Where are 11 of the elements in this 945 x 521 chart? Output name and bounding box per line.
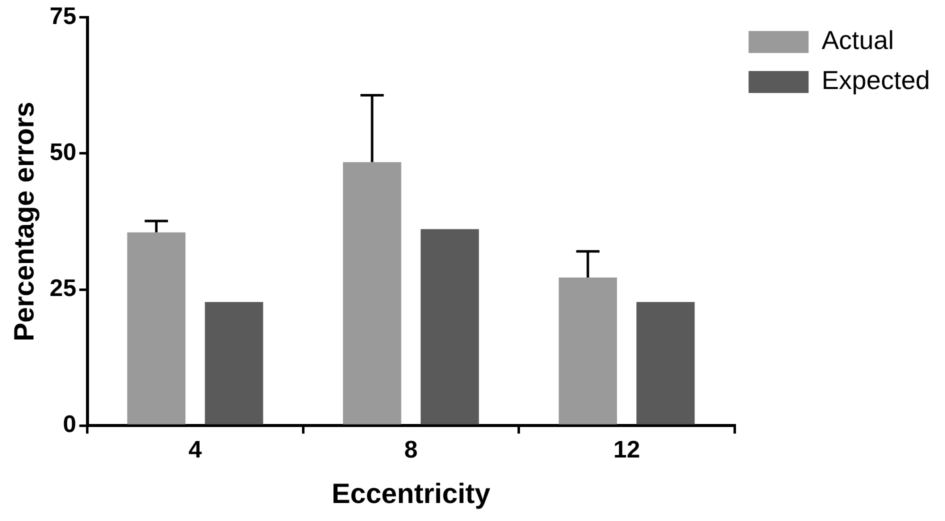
- y-tick-label: 0: [62, 411, 76, 438]
- y-tick-label: 50: [50, 139, 76, 166]
- legend-label: Expected: [822, 65, 930, 96]
- y-tick-label: 25: [50, 275, 76, 302]
- y-axis-title: Percentage errors: [8, 102, 40, 342]
- legend-label: Actual: [822, 25, 894, 56]
- x-tick-label: 4: [188, 436, 202, 464]
- x-axis-title: Eccentricity: [332, 478, 491, 509]
- x-tick-label: 12: [613, 436, 640, 464]
- x-tick-label: 8: [404, 436, 418, 464]
- y-tick-label: 75: [50, 3, 76, 30]
